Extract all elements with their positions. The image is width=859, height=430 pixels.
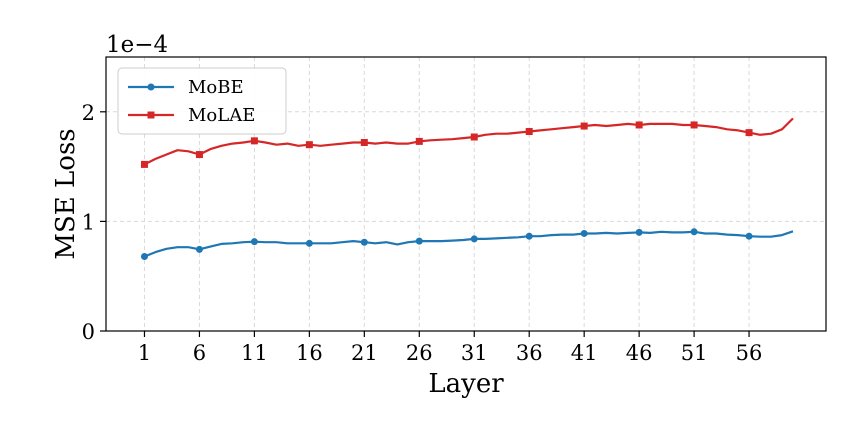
x-tick-label: 46 <box>626 341 653 365</box>
data-point <box>306 240 313 247</box>
data-point <box>746 233 753 240</box>
series-mobe <box>141 228 793 260</box>
data-point <box>526 233 533 240</box>
data-point <box>196 246 203 253</box>
data-point <box>691 121 698 128</box>
data-point <box>361 239 368 246</box>
x-tick-label: 26 <box>406 341 433 365</box>
y-axis: 0 1 2 <box>82 101 106 344</box>
data-point <box>196 151 203 158</box>
data-point <box>141 253 148 260</box>
data-point <box>416 138 423 145</box>
x-tick-label: 1 <box>138 341 151 365</box>
x-tick-label: 21 <box>351 341 378 365</box>
data-point <box>636 121 643 128</box>
legend: MoBE MoLAE <box>118 68 286 134</box>
y-tick-label: 1 <box>82 210 95 234</box>
x-axis: 1 6 11 16 21 26 31 36 41 46 51 56 <box>138 331 763 365</box>
data-point <box>526 128 533 135</box>
series-layer <box>141 118 793 260</box>
data-point <box>251 137 258 144</box>
x-tick-label: 36 <box>516 341 543 365</box>
x-tick-label: 6 <box>193 341 206 365</box>
data-point <box>471 235 478 242</box>
data-point <box>746 129 753 136</box>
legend-marker <box>148 84 155 91</box>
data-point <box>306 141 313 148</box>
x-tick-label: 56 <box>736 341 763 365</box>
y-axis-title: MSE Loss <box>51 128 81 259</box>
data-point <box>636 229 643 236</box>
y-tick-label: 0 <box>82 320 95 344</box>
x-tick-label: 51 <box>681 341 708 365</box>
data-point <box>691 228 698 235</box>
x-tick-label: 41 <box>571 341 598 365</box>
x-tick-label: 11 <box>241 341 268 365</box>
data-point <box>581 123 588 130</box>
data-point <box>141 161 148 168</box>
legend-label: MoBE <box>188 77 244 98</box>
data-point <box>361 139 368 146</box>
y-offset-label: 1e−4 <box>106 32 168 58</box>
data-point <box>416 238 423 245</box>
x-tick-label: 16 <box>296 341 323 365</box>
x-tick-label: 31 <box>461 341 488 365</box>
legend-label: MoLAE <box>188 105 255 126</box>
series-line <box>145 231 794 256</box>
data-point <box>251 238 258 245</box>
x-axis-title: Layer <box>428 369 504 399</box>
data-point <box>471 134 478 141</box>
legend-marker <box>148 112 155 119</box>
data-point <box>581 230 588 237</box>
y-tick-label: 2 <box>82 101 95 125</box>
